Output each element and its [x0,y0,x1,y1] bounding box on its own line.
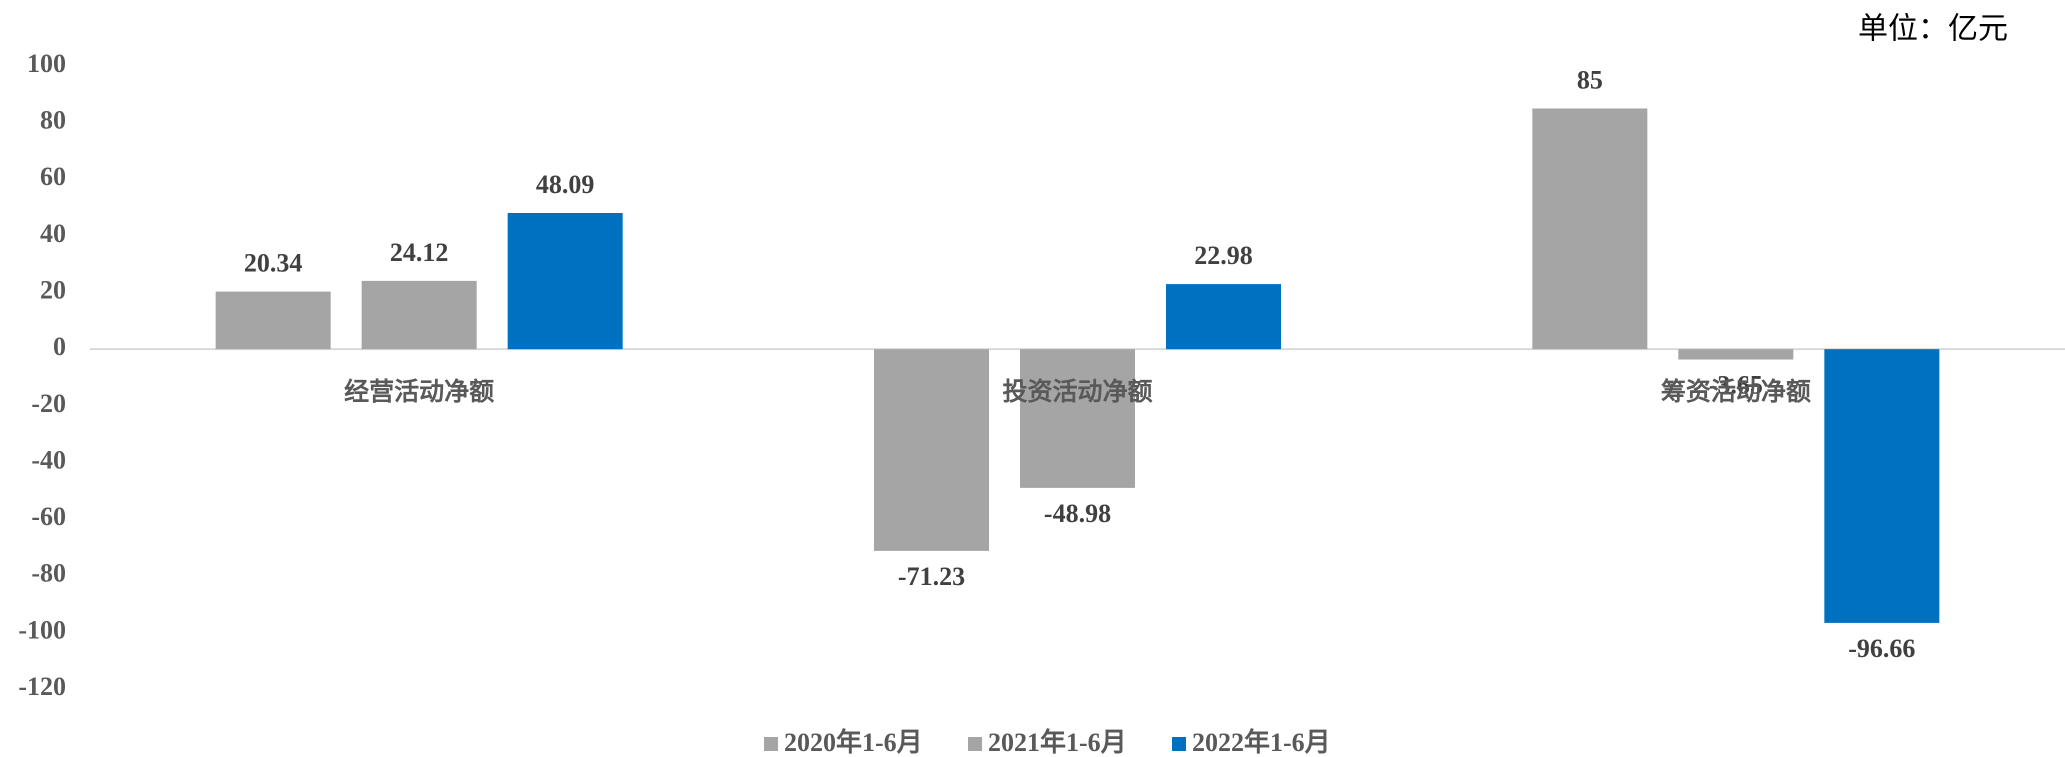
data-label: -48.98 [1044,499,1111,528]
y-tick-label: -20 [31,389,66,418]
y-tick-label: 60 [40,162,66,191]
y-tick-label: 0 [53,332,66,361]
y-tick-label: 40 [40,219,66,248]
data-label: -96.66 [1848,634,1915,663]
data-label: 24.12 [390,238,449,267]
y-tick-label: 80 [40,106,66,135]
y-tick-label: -40 [31,445,66,474]
legend-label: 2022年1-6月 [1192,727,1331,757]
y-tick-label: -100 [18,615,66,644]
bar [1166,284,1281,350]
bar [215,291,331,350]
legend-swatch [764,737,778,751]
data-label: -3.65 [1709,370,1763,399]
bar [874,349,989,551]
bar [507,212,623,350]
x-tick-label: 投资活动净额 [1002,377,1152,406]
y-tick-label: 20 [40,276,66,305]
x-tick-label: 筹资活动净额 [1661,377,1811,406]
y-tick-label: 100 [27,49,66,78]
y-tick-label: -120 [18,672,66,701]
data-label: -71.23 [898,562,965,591]
data-label: 22.98 [1194,241,1253,270]
legend-swatch [968,737,982,751]
bar [361,280,477,350]
bar [1532,108,1648,350]
data-label: 20.34 [244,249,303,278]
unit-label: 单位：亿元 [1858,12,2008,47]
legend-label: 2021年1-6月 [988,727,1127,757]
data-label: 85 [1577,65,1603,94]
y-tick-label: -60 [31,502,66,531]
legend-swatch [1172,737,1186,751]
bar [1824,349,1940,623]
y-tick-label: -80 [31,559,66,588]
bar [1678,349,1794,360]
data-label: 48.09 [536,170,595,199]
x-tick-label: 经营活动净额 [344,377,494,406]
bar [1020,349,1135,488]
legend-label: 2020年1-6月 [784,727,923,757]
